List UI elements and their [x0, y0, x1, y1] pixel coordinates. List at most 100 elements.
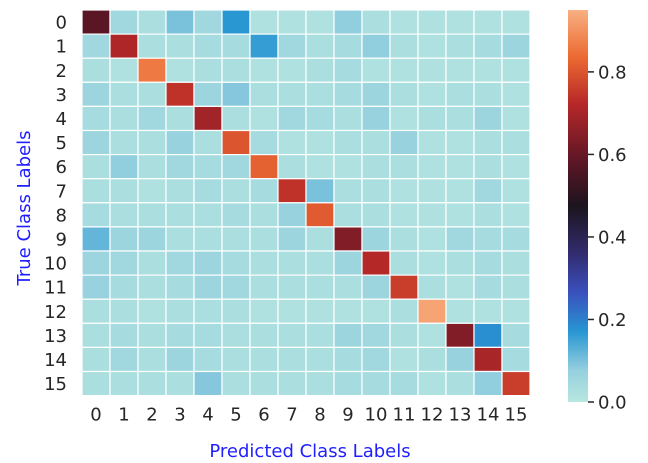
heatmap-cell-7-2	[137, 178, 167, 204]
colorbar-gradient	[568, 10, 588, 402]
heatmap-cell-8-11	[389, 202, 419, 228]
heatmap-cell-1-15	[501, 33, 531, 59]
heatmap-cell-12-0	[81, 298, 111, 324]
heatmap-cell-0-1	[109, 9, 139, 35]
heatmap-cell-12-2	[137, 298, 167, 324]
heatmap-cell-1-10	[361, 33, 391, 59]
heatmap-cell-6-0	[81, 154, 111, 180]
heatmap-cell-0-2	[137, 9, 167, 35]
heatmap-cell-15-5	[221, 370, 251, 397]
heatmap-cell-10-5	[221, 250, 251, 276]
heatmap-cell-10-15	[501, 250, 531, 276]
heatmap-cell-2-6	[249, 57, 279, 83]
heatmap-cell-3-4	[193, 81, 223, 108]
heatmap-cell-0-6	[249, 9, 279, 35]
heatmap-cell-11-4	[193, 274, 223, 300]
y-tick-label: 3	[56, 85, 67, 106]
heatmap-cell-13-10	[361, 322, 391, 348]
heatmap-cell-13-0	[81, 322, 111, 348]
heatmap-cell-10-8	[305, 250, 335, 276]
colorbar: 0.0 0.2 0.4 0.6 0.8	[568, 10, 627, 414]
heatmap-cell-7-9	[333, 178, 363, 204]
y-tick-label: 15	[44, 374, 67, 395]
heatmap-cell-0-9	[333, 9, 363, 35]
heatmap-cell-3-1	[109, 81, 139, 108]
heatmap-cell-8-13	[445, 202, 475, 228]
heatmap-cell-5-6	[249, 129, 279, 156]
heatmap-cells	[81, 9, 531, 397]
heatmap-cell-12-10	[361, 298, 391, 324]
heatmap-cell-12-5	[221, 298, 251, 324]
heatmap-cell-8-15	[501, 202, 531, 228]
heatmap-cell-11-2	[137, 274, 167, 300]
heatmap-cell-8-3	[165, 202, 195, 228]
heatmap-cell-2-1	[109, 57, 139, 83]
heatmap-cell-4-14	[473, 105, 503, 132]
heatmap-cell-11-15	[501, 274, 531, 300]
heatmap-cell-6-4	[193, 154, 223, 180]
heatmap-cell-15-2	[137, 370, 167, 397]
heatmap-cell-13-5	[221, 322, 251, 348]
heatmap-cell-11-8	[305, 274, 335, 300]
heatmap-cell-1-14	[473, 33, 503, 59]
heatmap-cell-9-2	[137, 226, 167, 252]
heatmap-cell-4-4	[193, 105, 223, 132]
heatmap-cell-10-11	[389, 250, 419, 276]
heatmap-cell-1-1	[109, 33, 139, 59]
heatmap-cell-11-0	[81, 274, 111, 300]
heatmap-cell-12-4	[193, 298, 223, 324]
colorbar-tick-label: 0.8	[598, 62, 627, 83]
x-tick-label: 13	[449, 405, 472, 426]
heatmap-cell-1-0	[81, 33, 111, 59]
heatmap-cell-0-0	[81, 9, 111, 35]
heatmap-cell-2-9	[333, 57, 363, 83]
heatmap-cell-7-5	[221, 178, 251, 204]
heatmap-cell-9-0	[81, 226, 111, 252]
heatmap-cell-2-4	[193, 57, 223, 83]
heatmap-cell-2-15	[501, 57, 531, 83]
heatmap-cell-5-7	[277, 129, 307, 156]
y-tick-label: 10	[44, 254, 67, 275]
heatmap-cell-15-0	[81, 370, 111, 397]
heatmap-cell-9-11	[389, 226, 419, 252]
heatmap-cell-13-15	[501, 322, 531, 348]
heatmap-cell-13-1	[109, 322, 139, 348]
heatmap-cell-7-11	[389, 178, 419, 204]
heatmap-cell-14-6	[249, 346, 279, 373]
heatmap-cell-2-2	[137, 57, 167, 83]
heatmap-cell-10-6	[249, 250, 279, 276]
heatmap-cell-6-10	[361, 154, 391, 180]
heatmap-cell-3-3	[165, 81, 195, 108]
heatmap-cell-14-0	[81, 346, 111, 373]
heatmap-cell-1-13	[445, 33, 475, 59]
heatmap-cell-12-9	[333, 298, 363, 324]
heatmap-cell-6-6	[249, 154, 279, 180]
heatmap-cell-15-8	[305, 370, 335, 397]
heatmap-cell-8-7	[277, 202, 307, 228]
heatmap-cell-11-5	[221, 274, 251, 300]
heatmap-cell-0-5	[221, 9, 251, 35]
heatmap-cell-12-12	[417, 298, 447, 324]
heatmap-cell-5-11	[389, 129, 419, 156]
heatmap-cell-4-15	[501, 105, 531, 132]
heatmap-cell-4-10	[361, 105, 391, 132]
heatmap-cell-15-7	[277, 370, 307, 397]
heatmap-cell-10-3	[165, 250, 195, 276]
heatmap-cell-6-8	[305, 154, 335, 180]
heatmap-cell-15-15	[501, 370, 531, 397]
heatmap-cell-8-6	[249, 202, 279, 228]
heatmap-cell-10-4	[193, 250, 223, 276]
heatmap-cell-4-3	[165, 105, 195, 132]
heatmap-cell-14-13	[445, 346, 475, 373]
heatmap-cell-3-10	[361, 81, 391, 108]
colorbar-tick-label: 0.0	[598, 393, 627, 414]
x-tick-label: 12	[421, 405, 444, 426]
x-tick-label: 6	[258, 405, 269, 426]
y-tick-label: 8	[56, 205, 67, 226]
heatmap-cell-7-3	[165, 178, 195, 204]
heatmap-cell-12-13	[445, 298, 475, 324]
heatmap-cell-9-15	[501, 226, 531, 252]
heatmap-cell-9-13	[445, 226, 475, 252]
heatmap-cell-11-3	[165, 274, 195, 300]
